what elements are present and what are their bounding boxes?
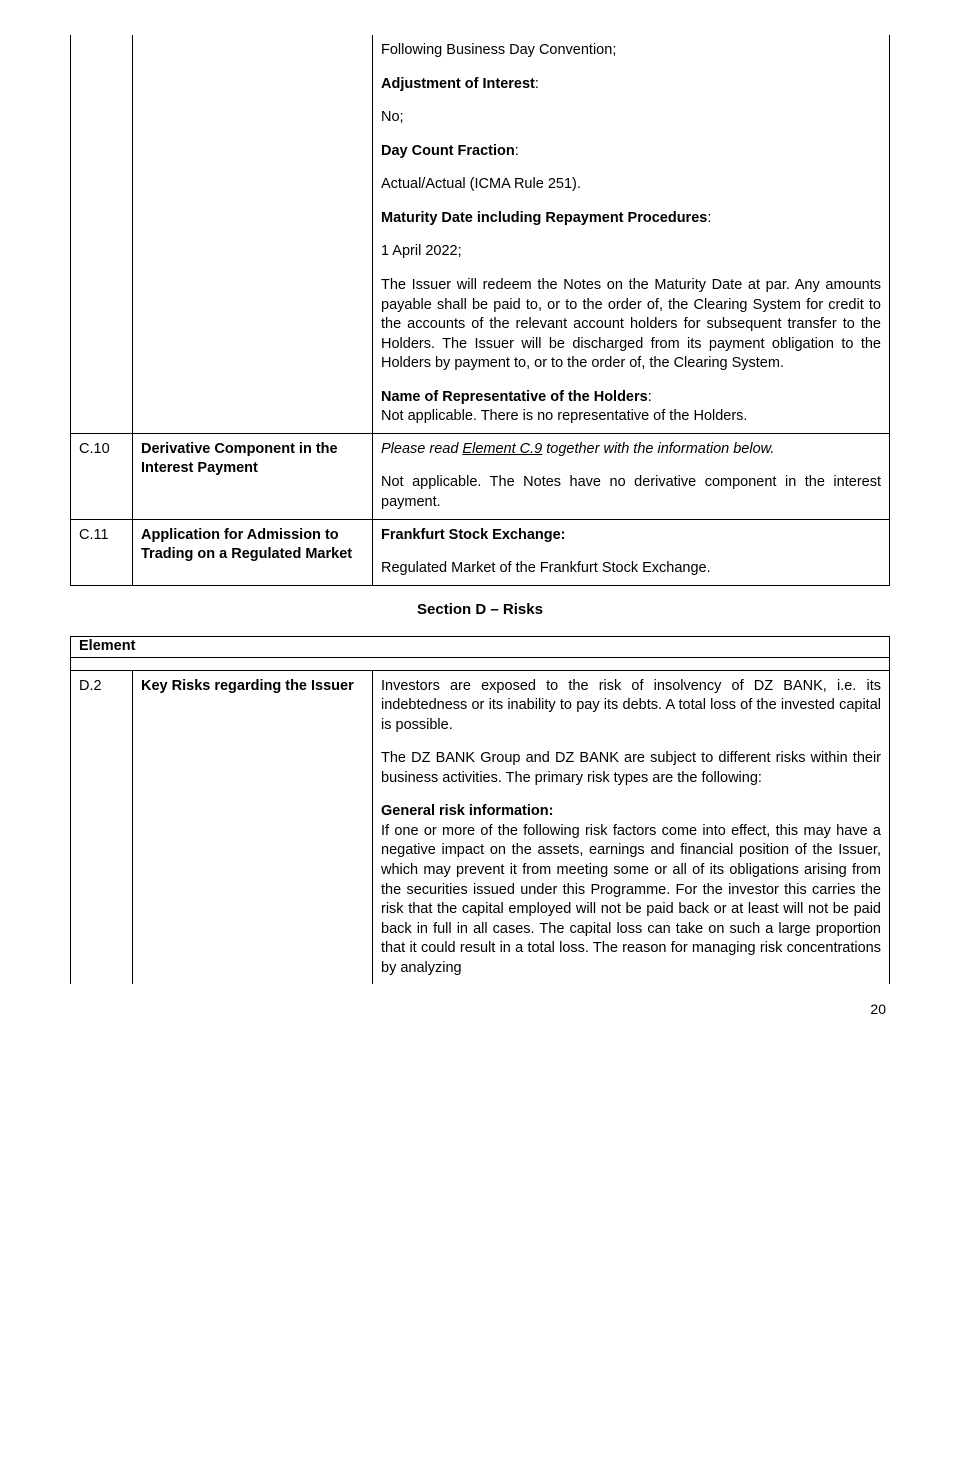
table-row <box>71 657 890 670</box>
cell-title: Derivative Component in the Interest Pay… <box>133 433 373 519</box>
cell-empty <box>71 657 133 670</box>
cell-body: Frankfurt Stock Exchange: Regulated Mark… <box>373 519 890 585</box>
table-row: D.2 Key Risks regarding the Issuer Inves… <box>71 670 890 984</box>
cell-code: C.11 <box>71 519 133 585</box>
cell-empty <box>373 636 890 657</box>
cell-body: Investors are exposed to the risk of ins… <box>373 670 890 984</box>
colon: : <box>648 389 652 405</box>
document-page: Following Business Day Convention; Adjus… <box>0 0 960 1049</box>
text-fragment: Please read <box>381 441 462 457</box>
body-text: The DZ BANK Group and DZ BANK are subjec… <box>381 749 881 788</box>
table-row: C.10 Derivative Component in the Interes… <box>71 433 890 519</box>
cell-title: Key Risks regarding the Issuer <box>133 670 373 984</box>
cell-title: Application for Admission to Trading on … <box>133 519 373 585</box>
page-number: 20 <box>70 984 890 1019</box>
body-text: The Issuer will redeem the Notes on the … <box>381 276 881 374</box>
body-text: Not applicable. The Notes have no deriva… <box>381 473 881 512</box>
body-text: If one or more of the following risk fac… <box>381 823 881 976</box>
table-row: Element <box>71 636 890 657</box>
body-text: Please read Element C.9 together with th… <box>381 440 881 460</box>
colon: : <box>707 210 711 226</box>
cell-element-label: Element <box>71 636 133 657</box>
heading-text: Name of Representative of the Holders <box>381 389 648 405</box>
heading-text: General risk information: <box>381 803 553 819</box>
body-text: Actual/Actual (ICMA Rule 251). <box>381 175 881 195</box>
section-heading: Section D – Risks <box>70 586 890 636</box>
body-text: 1 April 2022; <box>381 242 881 262</box>
cell-code: C.10 <box>71 433 133 519</box>
body-text: Regulated Market of the Frankfurt Stock … <box>381 559 881 579</box>
body-text: General risk information: If one or more… <box>381 802 881 978</box>
table-section-d: Element D.2 Key Risks regarding the Issu… <box>70 636 890 984</box>
cell-empty <box>133 657 373 670</box>
link-text: Element C.9 <box>462 441 542 457</box>
cell-body: Please read Element C.9 together with th… <box>373 433 890 519</box>
table-row: Following Business Day Convention; Adjus… <box>71 35 890 433</box>
table-section-c: Following Business Day Convention; Adjus… <box>70 35 890 586</box>
body-text: Not applicable. There is no representati… <box>381 408 747 424</box>
body-text: No; <box>381 108 881 128</box>
cell-empty <box>133 636 373 657</box>
colon: : <box>535 76 539 92</box>
cell-title <box>133 35 373 433</box>
cell-code: D.2 <box>71 670 133 984</box>
heading-text: Day Count Fraction <box>381 143 515 159</box>
cell-empty <box>373 657 890 670</box>
heading-text: Frankfurt Stock Exchange: <box>381 526 881 546</box>
body-text: Investors are exposed to the risk of ins… <box>381 677 881 736</box>
cell-body: Following Business Day Convention; Adjus… <box>373 35 890 433</box>
colon: : <box>515 143 519 159</box>
text-fragment: together with the information below. <box>542 441 774 457</box>
heading-text: Maturity Date including Repayment Proced… <box>381 210 707 226</box>
body-text: Following Business Day Convention; <box>381 41 881 61</box>
table-row: C.11 Application for Admission to Tradin… <box>71 519 890 585</box>
cell-code <box>71 35 133 433</box>
heading-text: Adjustment of Interest <box>381 76 535 92</box>
